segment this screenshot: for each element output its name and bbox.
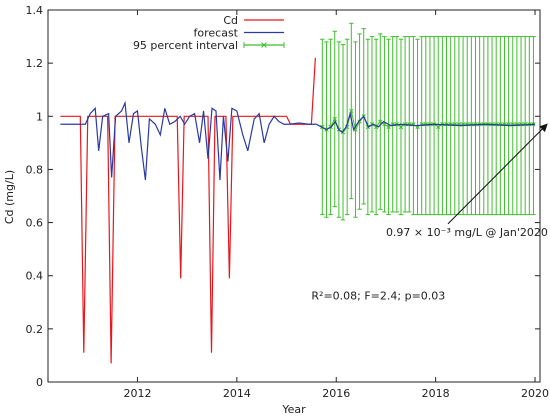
y-tick-label: 0.8 (26, 163, 44, 176)
x-tick-label: 2012 (123, 387, 151, 400)
annotation-regression-stats: R²=0.08; F=2.4; p=0.03 (311, 290, 445, 303)
y-tick-label: 1 (36, 110, 43, 123)
y-tick-label: 0 (36, 376, 43, 389)
y-tick-label: 0.2 (26, 323, 44, 336)
y-tick-label: 0.4 (26, 270, 44, 283)
series-layer (60, 22, 536, 364)
y-tick-label: 0.6 (26, 217, 44, 230)
x-axis-label: Year (281, 403, 306, 416)
y-axis: 0 0.2 0.4 0.6 0.8 1 1.2 1.4 (26, 4, 540, 389)
x-axis: 2012 2014 2016 2018 2020 (123, 10, 549, 400)
x-tick-label: 2018 (422, 387, 450, 400)
x-tick-label: 2020 (521, 387, 549, 400)
x-tick-label: 2016 (322, 387, 350, 400)
annotation-arrow (447, 123, 548, 225)
series-line-cd (60, 57, 316, 364)
y-tick-label: 1.2 (26, 57, 44, 70)
annotations: 0.97 × 10⁻³ mg/L @ Jan'2020 R²=0.08; F=2.… (311, 123, 548, 303)
y-tick-label: 1.4 (26, 4, 44, 17)
plot-frame (47, 9, 541, 383)
annotation-forecast-value: 0.97 × 10⁻³ mg/L @ Jan'2020 (386, 226, 548, 239)
legend-marker (261, 42, 267, 48)
legend-label: forecast (194, 27, 239, 40)
series-line-forecast (60, 100, 536, 181)
x-tick-label: 2014 (223, 387, 251, 400)
legend-label: Cd (223, 14, 238, 27)
y-axis-label: Cd (mg/L) (3, 170, 16, 224)
legend-label: 95 percent interval (133, 39, 238, 52)
series-95-percent-interval (320, 22, 536, 221)
